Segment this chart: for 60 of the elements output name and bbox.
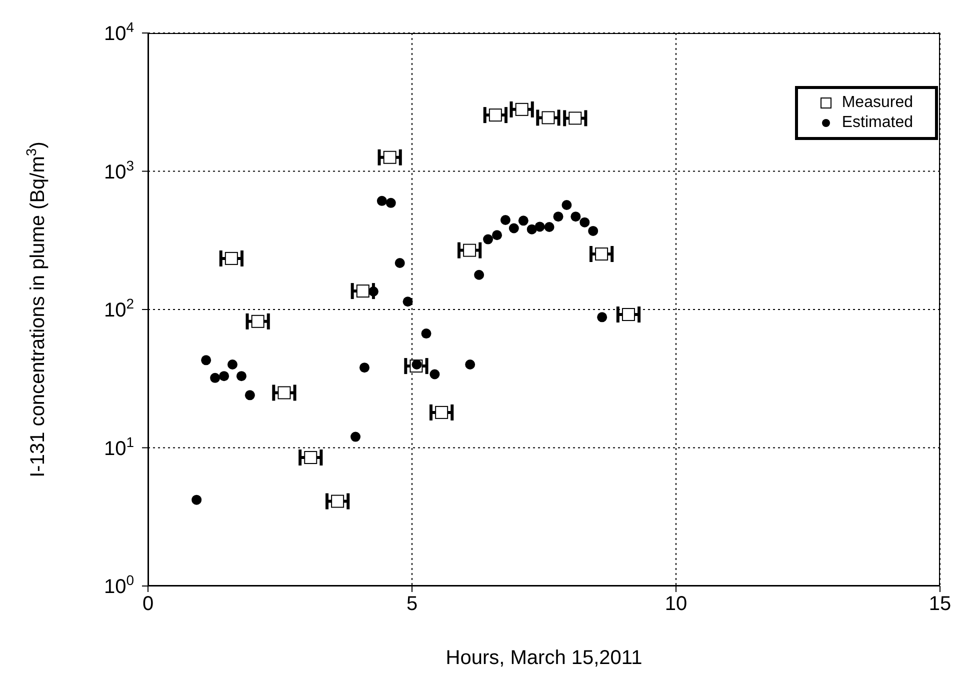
point <box>356 284 370 298</box>
point <box>595 248 608 261</box>
point <box>492 230 502 240</box>
point <box>227 360 238 370</box>
point <box>244 390 255 400</box>
point <box>412 360 422 370</box>
y-tick-label: 10$^{3}$ <box>104 157 134 184</box>
legend-label: Estimated <box>842 113 913 133</box>
point <box>488 108 502 122</box>
point <box>201 355 212 366</box>
point <box>588 226 598 236</box>
x-tick-label: 0 <box>142 593 154 616</box>
point <box>368 286 378 296</box>
point <box>580 217 590 228</box>
point <box>210 372 220 383</box>
point <box>465 360 476 370</box>
y-tick-label: 10$^{4}$ <box>104 19 134 45</box>
y-tick-label: 10$^{2}$ <box>104 296 134 322</box>
point <box>597 312 608 322</box>
point <box>518 216 528 226</box>
point <box>224 252 238 265</box>
x-tick-label: 5 <box>406 593 418 616</box>
point <box>544 222 554 232</box>
point <box>350 432 361 442</box>
point <box>483 234 494 244</box>
point <box>570 212 581 222</box>
y-tick-label: 10$^{1}$ <box>104 434 134 460</box>
point <box>534 222 545 232</box>
point <box>383 150 396 164</box>
point <box>386 198 396 208</box>
point <box>508 223 519 234</box>
point <box>236 371 246 382</box>
point <box>562 200 572 210</box>
point <box>542 111 555 124</box>
point <box>553 212 564 222</box>
x-axis-title: Hours, March 15,2011 <box>446 647 642 669</box>
point <box>192 494 202 505</box>
point <box>568 112 582 125</box>
point <box>331 494 344 508</box>
point <box>622 308 635 322</box>
point <box>421 328 432 339</box>
point <box>463 244 476 257</box>
point <box>402 296 413 307</box>
point <box>435 406 448 419</box>
x-tick-label: 15 <box>928 593 952 616</box>
point <box>430 369 440 380</box>
y-tick-label: 10$^{0}$ <box>104 572 134 598</box>
point <box>500 215 510 225</box>
point <box>394 258 405 268</box>
point <box>474 270 484 280</box>
point <box>251 314 264 328</box>
point <box>359 362 370 373</box>
point <box>526 224 537 234</box>
point <box>376 196 387 206</box>
point <box>219 371 230 382</box>
x-tick-label: 10 <box>664 593 688 616</box>
point <box>515 102 528 116</box>
point <box>278 386 291 400</box>
point <box>304 451 318 464</box>
legend-label: Measured <box>842 93 913 113</box>
